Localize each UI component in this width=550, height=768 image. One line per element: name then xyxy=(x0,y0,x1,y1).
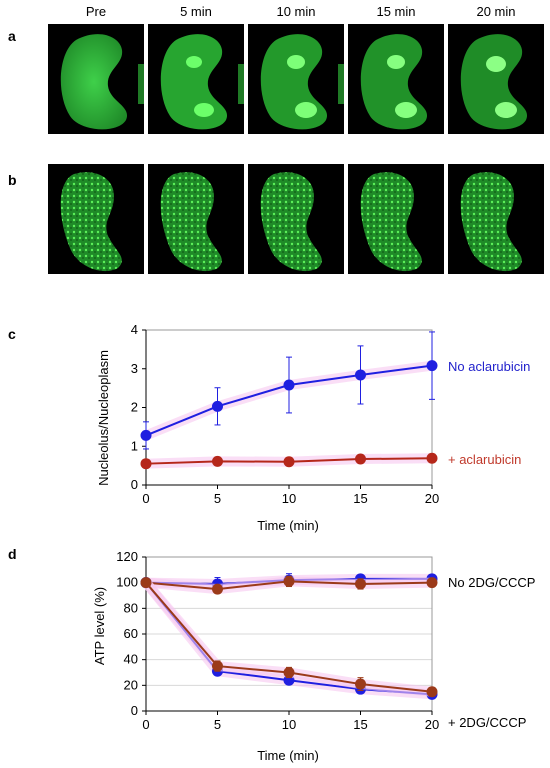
chart-d-series-3-point-2 xyxy=(283,667,295,678)
chart-c-series-0-point-0 xyxy=(140,429,152,441)
chart-c-series-0-point-3 xyxy=(355,369,366,381)
panel-label-c: c xyxy=(8,326,16,342)
chart-c-series-0-point-2 xyxy=(283,379,295,391)
micrograph-a-15min xyxy=(348,24,444,134)
chart-c-ytick-label-2: 2 xyxy=(131,400,138,415)
chart-d-ytick-label-0: 0 xyxy=(131,703,138,718)
chart-c-legend-no-aclarubicin: No aclarubicin xyxy=(448,359,530,374)
chart-d-ylabel: ATP level (%) xyxy=(92,587,107,665)
chart-d-series-3-point-0 xyxy=(140,577,152,589)
chart-d-annotation-no-2dg: No 2DG/CCCP xyxy=(448,575,535,590)
chart-d-series-3-point-1 xyxy=(212,660,223,672)
chart-c-xtick-label-0: 0 xyxy=(142,491,149,506)
chart-d-ytick-label-5: 100 xyxy=(116,575,138,590)
chart-d-xlabel: Time (min) xyxy=(257,748,319,763)
chart-d-series-1-point-1 xyxy=(212,583,223,595)
chart-c-series-1-point-3 xyxy=(355,453,366,465)
panel-label-b: b xyxy=(8,172,17,188)
chart-d-series-1-point-3 xyxy=(355,578,366,590)
chart-c-xtick-label-2: 10 xyxy=(282,491,296,506)
chart-d-annotation-plus-2dg: + 2DG/CCCP xyxy=(448,715,526,730)
chart-d-ytick-label-1: 20 xyxy=(124,677,138,692)
micrograph-a-10min xyxy=(248,24,344,134)
chart-d-series-3-point-3 xyxy=(355,678,366,690)
chart-c-ytick-label-0: 0 xyxy=(131,477,138,492)
chart-c-ytick-label-4: 4 xyxy=(131,322,138,337)
chart-c-series-1-point-1 xyxy=(212,455,223,467)
micrograph-b-15min xyxy=(348,164,444,274)
chart-c-legend-aclarubicin: + aclarubicin xyxy=(448,452,521,467)
micrograph-b-20min xyxy=(448,164,544,274)
chart-d-series-1-point-4 xyxy=(426,577,438,589)
chart-d-ytick-label-2: 40 xyxy=(124,652,138,667)
chart-d: ATP level (%) Time (min) No 2DG/CCCP + 2… xyxy=(92,549,535,763)
time-label-15min: 15 min xyxy=(376,4,416,19)
chart-c-series-1-point-2 xyxy=(283,456,295,468)
scale-bar-b xyxy=(62,284,110,288)
micrograph-a-5min xyxy=(148,24,244,134)
time-label-10min: 10 min xyxy=(276,4,316,19)
chart-c-ytick-label-3: 3 xyxy=(131,361,138,376)
chart-d-ytick-label-3: 60 xyxy=(124,626,138,641)
time-label-20min: 20 min xyxy=(476,4,516,19)
chart-c-xtick-label-1: 5 xyxy=(214,491,221,506)
micrograph-b-5min xyxy=(148,164,244,274)
micrograph-a-pre xyxy=(48,24,144,134)
chart-d-xtick-label-4: 20 xyxy=(425,717,439,732)
chart-c: Nucleolus/Nucleoplasm Time (min) No acla… xyxy=(96,322,530,533)
chart-c-ylabel: Nucleolus/Nucleoplasm xyxy=(96,350,111,486)
chart-c-series-1-point-0 xyxy=(140,458,152,470)
chart-d-series-3-point-4 xyxy=(426,686,438,698)
chart-d-ytick-label-4: 80 xyxy=(124,600,138,615)
chart-c-xtick-label-4: 20 xyxy=(425,491,439,506)
chart-d-xtick-label-0: 0 xyxy=(142,717,149,732)
time-label-pre: Pre xyxy=(85,4,107,19)
time-label-5min: 5 min xyxy=(180,4,212,19)
chart-c-series-0-point-4 xyxy=(426,360,438,372)
chart-c-ytick-label-1: 1 xyxy=(131,438,138,453)
panel-label-d: d xyxy=(8,546,17,562)
chart-c-series-1-point-4 xyxy=(426,452,438,464)
micrograph-b-10min xyxy=(248,164,344,274)
chart-c-xlabel: Time (min) xyxy=(257,518,319,533)
chart-c-xtick-label-3: 15 xyxy=(353,491,367,506)
chart-d-series-1-point-2 xyxy=(283,575,295,587)
scale-bar-a xyxy=(62,142,110,146)
chart-d-xtick-label-3: 15 xyxy=(353,717,367,732)
panel-label-a: a xyxy=(8,28,16,44)
micrograph-a-20min xyxy=(448,24,544,134)
chart-c-series-0-point-1 xyxy=(212,400,223,412)
chart-d-xtick-label-1: 5 xyxy=(214,717,221,732)
micrograph-b-pre xyxy=(48,164,144,274)
chart-d-xtick-label-2: 10 xyxy=(282,717,296,732)
chart-d-ytick-label-6: 120 xyxy=(116,549,138,564)
